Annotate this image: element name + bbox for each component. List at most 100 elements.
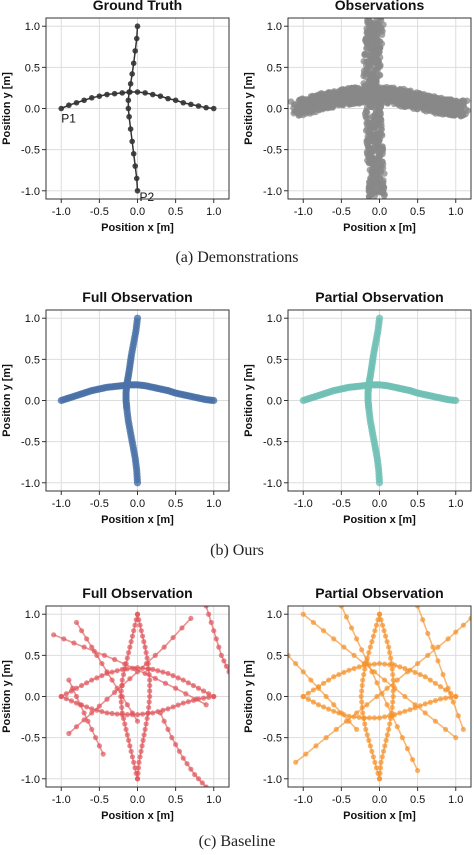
chart-title: Observations — [335, 0, 425, 13]
trajectory-point — [412, 702, 418, 708]
trajectory-point — [367, 743, 373, 749]
data-point — [111, 90, 118, 97]
y-tick-label: 0.0 — [267, 104, 282, 116]
trajectory-point — [430, 644, 436, 650]
trajectory-point — [402, 693, 408, 700]
trajectory-point — [175, 702, 181, 708]
trajectory-point — [144, 655, 150, 661]
trajectory-point — [131, 759, 137, 765]
trajectory-point — [139, 633, 146, 639]
plot-area — [57, 314, 218, 487]
trajectory-point — [378, 617, 384, 623]
y-tick-label: -1.0 — [263, 478, 282, 490]
trajectory-point — [84, 636, 90, 642]
observation-point — [384, 98, 391, 106]
trajectory-point — [389, 660, 395, 667]
trajectory-point — [381, 628, 387, 634]
trajectory-point — [112, 656, 118, 663]
trajectory-point — [394, 724, 400, 730]
chart-panel-1: P1 P2 -1.0 -0.5 0.0 0.5 1.0 -1.0 -0.5 0.0 0.5 1.0 Gr… — [1, 0, 230, 234]
x-tick-label: 0.0 — [372, 498, 387, 510]
trajectory-point — [432, 718, 439, 724]
data-point — [73, 99, 80, 106]
trajectory-point — [326, 677, 332, 683]
x-axis-label: Position x [m] — [101, 810, 174, 822]
x-tick-label: 0.0 — [130, 794, 145, 806]
trajectory-point — [141, 639, 147, 645]
trajectory-point — [126, 650, 132, 656]
trajectory-point — [200, 688, 207, 694]
trajectory-point — [170, 704, 176, 710]
data-point — [195, 103, 202, 109]
trajectory-point — [373, 765, 380, 771]
trajectory-point — [313, 743, 319, 749]
trajectory-point — [139, 711, 146, 717]
trajectory-point — [71, 640, 77, 646]
trajectory-point — [119, 677, 125, 683]
x-axis-label: Position x [m] — [101, 514, 174, 526]
x-tick-label: -1.0 — [294, 498, 313, 510]
caption-a: (a) Demonstrations — [175, 249, 298, 266]
trajectory-point — [379, 691, 385, 697]
trajectory-point — [310, 619, 317, 626]
trajectory-point — [135, 765, 142, 771]
trajectory-point — [346, 718, 352, 724]
trajectory-point — [310, 687, 317, 693]
trajectory-point — [122, 666, 128, 672]
trajectory-point — [218, 652, 224, 658]
y-tick-label: 0.0 — [25, 104, 40, 116]
caption-c: (c) Baseline — [199, 833, 276, 850]
y-tick-label: -0.5 — [263, 733, 282, 745]
trajectory-point — [124, 702, 130, 708]
plot-area — [51, 606, 229, 787]
trajectory-point — [358, 693, 364, 700]
trajectory-point — [378, 759, 384, 765]
trajectory-point — [376, 660, 383, 667]
y-tick-label: 0.5 — [267, 62, 282, 74]
trajectory-point — [338, 606, 344, 609]
trajectory-line — [205, 606, 229, 673]
trajectory-point — [445, 636, 451, 642]
trajectory-point — [383, 737, 389, 743]
trajectory-point — [109, 710, 115, 717]
trajectory-point — [305, 690, 311, 696]
trajectory-point — [361, 715, 367, 722]
trajectory-point — [203, 784, 209, 787]
y-axis-label: Position y [m] — [1, 364, 13, 437]
y-tick-label: 1.0 — [267, 21, 282, 33]
chart-title: Full Observation — [82, 585, 192, 601]
observation-point — [296, 111, 304, 119]
trajectory-point — [129, 754, 136, 760]
observation-point — [368, 161, 376, 168]
x-axis-label: Position x [m] — [343, 222, 416, 234]
trajectory-point — [195, 776, 202, 782]
trajectory-point — [145, 710, 151, 716]
observation-point — [330, 89, 337, 96]
trajectory-point — [183, 691, 189, 697]
x-tick-label: -1.0 — [52, 498, 71, 510]
y-tick-label: 1.0 — [25, 313, 40, 325]
trajectory-point — [147, 693, 153, 700]
trajectory-point — [422, 701, 428, 707]
trajectory-point — [136, 759, 142, 765]
trajectory-point — [127, 676, 133, 682]
trajectory-point — [384, 639, 390, 645]
observation-point — [377, 111, 384, 118]
x-axis-label: Position x [m] — [101, 222, 174, 234]
trajectory-point — [143, 721, 149, 727]
trajectory-line — [340, 606, 419, 771]
trajectory-point — [407, 707, 413, 713]
trajectory-point — [341, 669, 347, 675]
trajectory-point — [394, 677, 400, 683]
trajectory-point — [425, 652, 431, 658]
data-point — [165, 95, 171, 102]
trajectory-point — [118, 699, 124, 705]
trajectory-point — [180, 755, 186, 761]
trajectory-point — [369, 748, 375, 754]
y-tick-label: -1.0 — [21, 774, 40, 786]
trajectory-point — [364, 702, 370, 708]
trajectory-point — [127, 644, 133, 650]
trajectory-point — [143, 650, 149, 656]
trajectory-point — [415, 660, 421, 667]
trajectory-point — [122, 721, 128, 727]
